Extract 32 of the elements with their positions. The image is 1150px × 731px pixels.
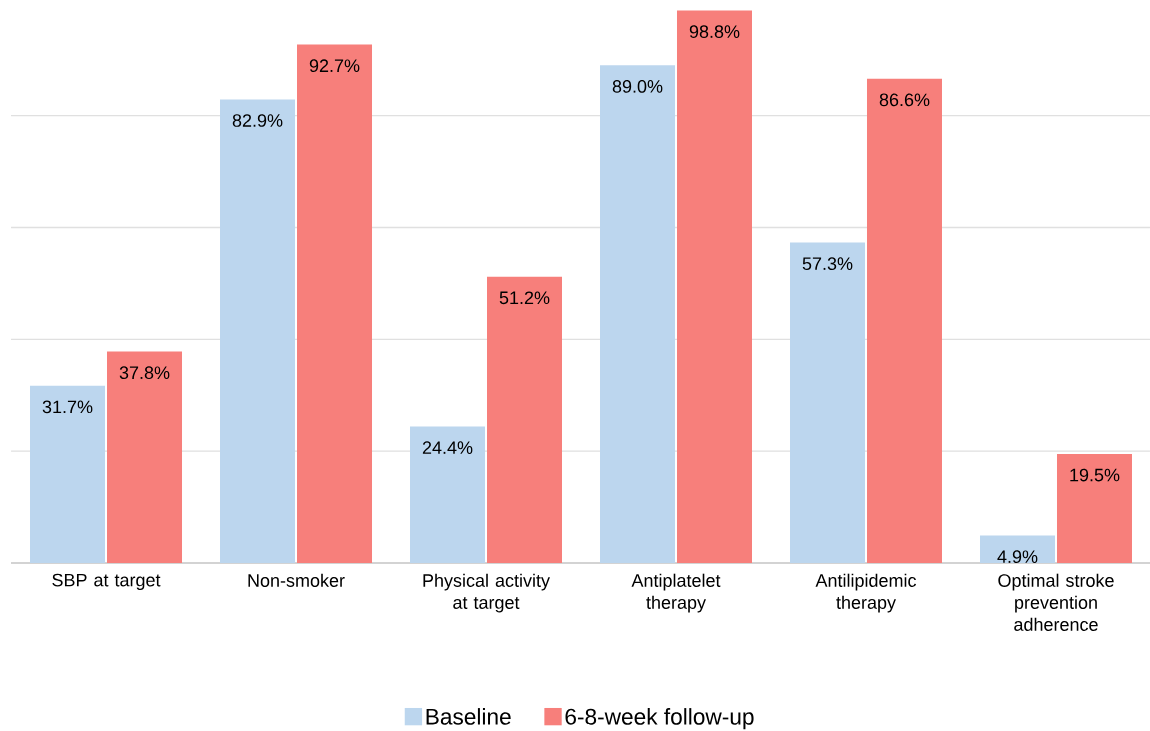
bar [487, 276, 562, 563]
x-tick-label: Physical activity at target [423, 573, 550, 613]
data-label: 86.6% [879, 93, 930, 107]
bar [220, 99, 296, 563]
data-label: 31.7% [42, 400, 93, 414]
bar [600, 65, 675, 563]
x-tick-label: Optimal stroke prevention adherence [998, 573, 1114, 631]
bar [107, 351, 183, 563]
bar [410, 426, 485, 563]
x-tick-label: Antiplatelet therapy [631, 573, 721, 613]
bar [1057, 453, 1132, 563]
data-label: 37.8% [119, 366, 170, 380]
x-tick-label: SBP at target [52, 573, 161, 591]
data-label: 24.4% [422, 441, 473, 454]
bar [677, 10, 752, 563]
data-label: 19.5% [1070, 468, 1120, 482]
data-label: 89.0% [612, 80, 663, 93]
data-label: 57.3% [802, 257, 853, 271]
legend-label: 6-8-week follow-up [565, 708, 754, 730]
data-label: 51.2% [499, 291, 550, 305]
x-tick-label: Non-smoker [248, 573, 345, 587]
legend-label: Baseline [426, 708, 511, 725]
bar [790, 242, 865, 563]
bar [980, 535, 1055, 563]
data-label: 98.8% [689, 25, 740, 38]
data-label: 82.9% [232, 114, 283, 127]
bar [297, 44, 373, 563]
data-label: 92.7% [309, 59, 360, 73]
bar [867, 78, 942, 563]
data-label: 4.9% [997, 550, 1038, 564]
x-tick-label: Antilipidemic therapy [815, 573, 917, 613]
bar [30, 385, 106, 563]
